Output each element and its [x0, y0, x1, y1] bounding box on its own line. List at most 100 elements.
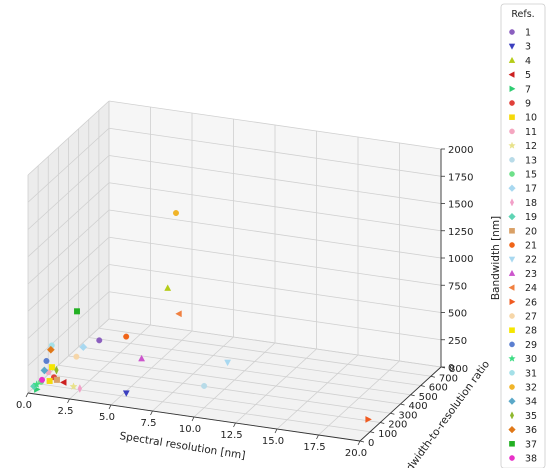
- legend-label: 22: [525, 255, 537, 266]
- legend-marker: [508, 284, 515, 291]
- data-point: [32, 380, 41, 388]
- grid-line: [108, 209, 442, 259]
- data-point: [69, 382, 78, 390]
- legend-label: 28: [525, 326, 537, 337]
- legend-marker: [508, 71, 515, 78]
- data-point: [40, 366, 49, 375]
- legend-label: 20: [525, 226, 537, 237]
- legend-item: 9: [509, 99, 531, 110]
- legend-item: 21: [509, 241, 537, 252]
- data-point: [59, 378, 67, 386]
- data-point: [164, 284, 172, 291]
- tick-labels: 0.02.55.07.510.012.515.017.520.001002003…: [16, 145, 473, 459]
- x-tick-label: 0.0: [16, 400, 32, 411]
- grid-line: [78, 346, 411, 396]
- z-tick-label: 750: [448, 281, 467, 292]
- x-tick-mark: [357, 440, 361, 446]
- y-tick-mark: [390, 412, 395, 415]
- grid-line: [27, 291, 110, 367]
- y-tick-label: 700: [439, 373, 458, 384]
- legend-item: 26: [509, 297, 537, 308]
- grid-line: [108, 318, 442, 368]
- legend-item: 19: [508, 212, 537, 223]
- data-point: [73, 308, 80, 315]
- legend-label: 13: [525, 155, 537, 166]
- legend-marker: [509, 327, 515, 334]
- legend-label: 3: [525, 42, 531, 53]
- z-tick-label: 500: [448, 309, 467, 320]
- legend-marker: [508, 184, 516, 192]
- legend-item: 1: [509, 28, 531, 39]
- x-tick-mark: [274, 428, 278, 434]
- legend-marker: [508, 141, 516, 149]
- legend-item: 20: [509, 226, 537, 237]
- y-tick-label: 400: [409, 401, 428, 412]
- legend-item: 24: [508, 283, 537, 294]
- legend-label: 7: [525, 84, 531, 95]
- x-tick-mark: [67, 398, 70, 404]
- legend-marker: [509, 29, 515, 35]
- legend-marker: [509, 455, 515, 461]
- grid-line: [108, 264, 442, 313]
- grid-line: [108, 291, 442, 341]
- grid-line: [48, 374, 381, 423]
- x-tick-mark: [233, 422, 236, 428]
- legend-marker: [508, 269, 516, 276]
- x-tick-label: 17.5: [303, 442, 325, 453]
- x-tick-mark: [150, 410, 153, 416]
- data-point: [53, 376, 60, 383]
- legend-frame: [500, 3, 546, 468]
- legend-marker: [509, 128, 515, 135]
- grid-line: [108, 100, 442, 150]
- legend-marker: [509, 100, 515, 106]
- data-point: [365, 416, 372, 423]
- legend-item: 7: [509, 84, 531, 95]
- y-tick-label: 800: [449, 364, 468, 375]
- legend-item: 11: [509, 127, 537, 138]
- legend-label: 24: [525, 283, 537, 294]
- grid-line: [27, 100, 110, 176]
- data-point: [73, 353, 80, 360]
- legend-marker: [509, 384, 515, 390]
- legend-item: 28: [509, 326, 537, 337]
- grid-line: [68, 355, 401, 405]
- x-tick-mark: [316, 434, 319, 440]
- y-tick-label: 100: [378, 429, 397, 440]
- legend-label: 10: [525, 113, 537, 124]
- legend-label: 11: [525, 127, 537, 138]
- legend-label: 34: [525, 397, 537, 408]
- legend-marker: [509, 411, 515, 420]
- legend: Refs. 1345791011121315171819202122232426…: [500, 3, 546, 468]
- legend-marker: [509, 242, 515, 248]
- legend-item: 30: [508, 354, 537, 365]
- legend-label: 38: [525, 454, 537, 465]
- z-tick-label: 1250: [448, 227, 473, 238]
- legend-label: 4: [525, 56, 531, 67]
- y-tick-label: 0: [368, 438, 374, 449]
- legend-label: 19: [525, 212, 537, 223]
- y-tick-mark: [370, 431, 375, 434]
- legend-marker: [508, 43, 516, 50]
- legend-marker: [509, 313, 515, 319]
- legend-item: 10: [509, 113, 537, 124]
- legend-item: 15: [509, 170, 537, 181]
- grid-line: [58, 364, 391, 414]
- legend-label: 18: [525, 198, 537, 209]
- legend-items: 1345791011121315171819202122232426272829…: [508, 28, 537, 465]
- x-tick-label: 10.0: [179, 424, 201, 435]
- grid-line: [98, 327, 431, 377]
- legend-marker: [509, 227, 515, 234]
- y-tick-label: 600: [429, 383, 448, 394]
- y-tick-mark: [420, 385, 425, 387]
- legend-label: 15: [525, 170, 537, 181]
- grid-line: [38, 383, 371, 433]
- legend-label: 5: [525, 70, 531, 81]
- x-tick-label: 20.0: [345, 448, 367, 459]
- data-point: [77, 384, 83, 393]
- data-point: [123, 333, 130, 340]
- x-tick-label: 7.5: [141, 418, 157, 429]
- legend-title: Refs.: [511, 9, 534, 20]
- x-tick-label: 5.0: [99, 412, 115, 423]
- legend-item: 34: [508, 397, 537, 408]
- grid-line: [27, 236, 110, 312]
